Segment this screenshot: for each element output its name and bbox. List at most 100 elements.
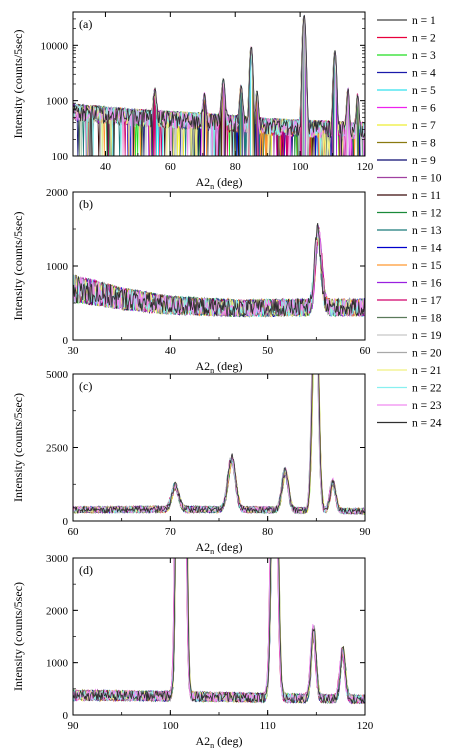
- legend-label: n = 11: [412, 190, 441, 202]
- series-n-5: [73, 558, 365, 704]
- x-axis-title: A2n (deg): [196, 540, 243, 556]
- x-axis-title-unit: (deg): [214, 734, 242, 748]
- series-n-2: [73, 558, 365, 704]
- series-n-7: [73, 558, 365, 705]
- x-axis-title-unit: (deg): [214, 175, 242, 189]
- y-axis-title: Intensity (counts/5sec): [11, 582, 25, 691]
- y-tick-label: 100: [52, 151, 69, 163]
- legend-label: n = 5: [412, 85, 436, 97]
- legend-label: n = 9: [412, 155, 436, 167]
- x-axis-title-sub: n: [210, 741, 214, 750]
- x-tick-label: 90: [68, 720, 80, 732]
- series-n-13: [73, 558, 365, 704]
- x-tick-label: 60: [360, 345, 372, 357]
- legend-item: n = 2: [377, 33, 436, 45]
- legend-item: n = 13: [377, 225, 442, 237]
- y-tick-label: 3000: [46, 553, 69, 565]
- legend-label: n = 2: [412, 33, 436, 45]
- x-axis-title-unit: (deg): [214, 540, 242, 554]
- series-n-24: [73, 374, 365, 515]
- x-tick-label: 120: [357, 720, 374, 732]
- x-axis-title-sub: n: [210, 366, 214, 375]
- legend-item: n = 19: [377, 330, 442, 342]
- legend-item: n = 6: [377, 103, 436, 115]
- legend-item: n = 18: [377, 313, 442, 325]
- x-axis-title-main: A2: [196, 175, 211, 189]
- series-group: [73, 222, 365, 319]
- x-tick-label: 60: [68, 526, 80, 538]
- series-n-21: [73, 558, 365, 705]
- x-tick-label: 100: [162, 720, 179, 732]
- legend-item: n = 4: [377, 68, 436, 80]
- y-axis-title: Intensity (counts/5sec): [11, 212, 25, 321]
- y-tick-label: 5000: [46, 369, 69, 381]
- legend-label: n = 20: [412, 348, 442, 360]
- series-n-20: [73, 558, 365, 704]
- legend-label: n = 17: [412, 295, 442, 307]
- series-n-24: [73, 14, 365, 156]
- series-group: [73, 14, 365, 156]
- legend-item: n = 21: [377, 365, 442, 377]
- x-axis-title-main: A2: [196, 734, 211, 748]
- legend-item: n = 14: [377, 243, 442, 255]
- series-n-22: [73, 558, 365, 705]
- series-n-18: [73, 558, 365, 704]
- series-n-1: [73, 558, 365, 705]
- y-tick-label: 0: [63, 335, 69, 347]
- legend-item: n = 22: [377, 383, 442, 395]
- x-axis-title-sub: n: [210, 182, 214, 191]
- legend-item: n = 17: [377, 295, 442, 307]
- y-tick-label: 1000: [46, 96, 69, 108]
- legend-item: n = 15: [377, 260, 442, 272]
- series-n-24: [73, 558, 365, 705]
- series-n-11: [73, 558, 365, 705]
- legend-label: n = 24: [412, 418, 442, 430]
- x-tick-label: 120: [357, 161, 374, 173]
- x-axis-title: A2n (deg): [196, 734, 243, 750]
- y-tick-label: 1000: [46, 658, 69, 670]
- series-n-10: [73, 558, 365, 705]
- series-n-14: [73, 558, 365, 704]
- x-axis-title-sub: n: [210, 547, 214, 556]
- series-group: [73, 558, 365, 705]
- legend-item: n = 8: [377, 138, 436, 150]
- x-tick-label: 80: [230, 161, 242, 173]
- legend-label: n = 12: [412, 208, 442, 220]
- panel-d: 90 100 110 120 0 1000 2000 3000 (d) A2n (deg) Inte…: [11, 553, 374, 750]
- legend-label: n = 1: [412, 15, 436, 27]
- legend-label: n = 7: [412, 120, 436, 132]
- x-axis-title: A2n (deg): [196, 175, 243, 191]
- x-tick-label: 80: [262, 526, 274, 538]
- legend-label: n = 16: [412, 278, 442, 290]
- legend-item: n = 24: [377, 418, 442, 430]
- legend-label: n = 13: [412, 225, 442, 237]
- panel-a: 40 60 80 100 120 100 1000 10000 (a) A2n (deg) Inte…: [11, 11, 374, 191]
- legend-label: n = 6: [412, 103, 436, 115]
- y-axis-title: Intensity (counts/5sec): [11, 393, 25, 502]
- legend-label: n = 14: [412, 243, 442, 255]
- panel-label: (c): [79, 379, 92, 393]
- legend-item: n = 9: [377, 155, 436, 167]
- y-tick-label: 2500: [46, 443, 69, 455]
- legend-item: n = 16: [377, 278, 442, 290]
- x-axis-title-unit: (deg): [214, 359, 242, 373]
- series-n-4: [73, 558, 365, 704]
- series-n-3: [73, 558, 365, 704]
- series-n-8: [73, 558, 365, 705]
- x-tick-label: 40: [165, 345, 177, 357]
- legend-item: n = 3: [377, 50, 436, 62]
- panel-b: 30 40 50 60 0 1000 2000 (b) A2n (deg) Intensity (…: [11, 187, 371, 375]
- legend-label: n = 22: [412, 383, 442, 395]
- y-tick-label: 2000: [46, 605, 69, 617]
- y-axis-title: Intensity (counts/5sec): [11, 30, 25, 139]
- legend-item: n = 5: [377, 85, 436, 97]
- legend-label: n = 3: [412, 50, 436, 62]
- x-tick-label: 70: [165, 526, 177, 538]
- series-n-12: [73, 558, 365, 704]
- x-tick-label: 90: [360, 526, 372, 538]
- series-n-17: [73, 558, 365, 705]
- x-tick-label: 50: [262, 345, 274, 357]
- x-tick-label: 100: [292, 161, 309, 173]
